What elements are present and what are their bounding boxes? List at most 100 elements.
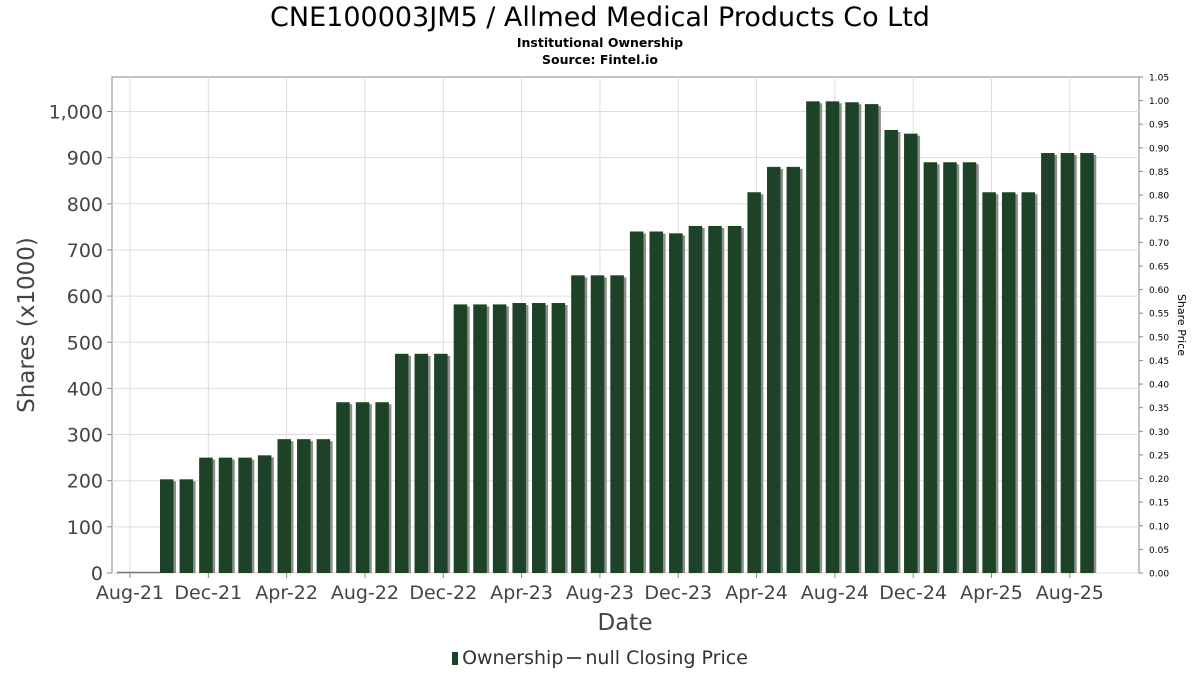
ownership-bar (532, 303, 546, 573)
ownership-bar (864, 104, 879, 573)
y2-tick-label: 0.65 (1149, 262, 1169, 272)
ownership-bar (766, 166, 781, 573)
ownership-bar (1001, 192, 1016, 573)
y-tick-label: 600 (67, 286, 103, 308)
ownership-bar (1060, 153, 1075, 573)
ownership-bar (1041, 153, 1055, 573)
x-tick-label: Aug-25 (1036, 582, 1104, 604)
y2-tick-label: 0.80 (1149, 192, 1169, 202)
ownership-bar (962, 162, 977, 573)
ownership-bar (590, 275, 605, 573)
y-tick-label: 800 (67, 194, 103, 216)
y-axis-label: Shares (x1000) (14, 237, 40, 413)
ownership-bar (571, 275, 585, 573)
ownership-bar (277, 439, 291, 573)
ownership-bar (923, 162, 938, 573)
ownership-bar (394, 353, 409, 573)
ownership-bar (492, 304, 507, 573)
y2-axis-ticks: 0.00 0.05 0.10 0.15 0.20 0.25 0.30 0.35 0.40 0.45… (1139, 74, 1169, 580)
ownership-bar (688, 225, 703, 573)
ownership-bar (1021, 192, 1036, 573)
y2-axis-label: Share Price (1175, 294, 1188, 356)
chart-title: CNE100003JM5 / Allmed Medical Products C… (270, 2, 930, 33)
y2-tick-label: 0.10 (1149, 522, 1169, 532)
y2-tick-label: 0.70 (1149, 239, 1169, 249)
ownership-bar (160, 479, 174, 573)
y-tick-label: 900 (67, 148, 103, 170)
ownership-bar (551, 303, 566, 573)
ownership-bar (982, 192, 996, 573)
y2-tick-label: 1.00 (1149, 97, 1169, 107)
ownership-bar (375, 402, 389, 573)
ownership-bar (473, 304, 487, 573)
ownership-bar (806, 101, 820, 574)
y2-tick-label: 0.05 (1149, 546, 1169, 556)
ownership-bar (218, 457, 233, 573)
y2-tick-label: 0.55 (1149, 310, 1169, 320)
x-tick-label: Dec-24 (879, 582, 947, 604)
ownership-bar (434, 353, 448, 573)
bars (117, 101, 1097, 574)
x-tick-label: Dec-23 (644, 582, 712, 604)
y-tick-label: 0 (91, 563, 103, 585)
legend-ownership: Ownership (462, 647, 564, 669)
y2-tick-label: 0.25 (1149, 451, 1169, 461)
ownership-bar (845, 102, 859, 574)
ownership-bar (943, 162, 957, 573)
ownership-bar (825, 101, 840, 574)
x-tick-label: Aug-24 (801, 582, 869, 604)
y2-tick-label: 0.45 (1149, 357, 1169, 367)
ownership-bar (257, 455, 272, 573)
ownership-bar (708, 225, 722, 573)
ownership-bar (179, 479, 194, 573)
legend-price: null Closing Price (585, 647, 748, 669)
y-tick-label: 700 (67, 240, 103, 262)
ownership-bar (316, 439, 331, 573)
y-tick-label: 400 (67, 378, 103, 400)
ownership-bar (1080, 153, 1094, 573)
y2-tick-label: 0.30 (1149, 428, 1169, 438)
ownership-bar (453, 304, 468, 573)
ownership-bar (238, 457, 252, 573)
y2-tick-label: 0.20 (1149, 475, 1169, 485)
ownership-bar (199, 457, 213, 573)
y-tick-label: 200 (67, 471, 103, 493)
price-line-icon (567, 657, 582, 659)
x-tick-label: Dec-21 (174, 582, 242, 604)
y2-tick-label: 0.50 (1149, 333, 1169, 343)
ownership-bar (904, 133, 918, 574)
y2-tick-label: 0.85 (1149, 168, 1169, 178)
ownership-swatch-icon (452, 652, 459, 665)
x-tick-label: Apr-23 (490, 582, 553, 604)
x-tick-label: Apr-25 (960, 582, 1023, 604)
y-tick-label: 300 (67, 425, 103, 447)
y2-tick-label: 0.75 (1149, 215, 1169, 225)
x-axis-ticks: Aug-21 Dec-21 Apr-22 Aug-22 Dec-22 Apr-23 Aug-… (96, 573, 1104, 604)
y-tick-label: 100 (67, 517, 103, 539)
y2-tick-label: 0.15 (1149, 499, 1169, 509)
x-tick-label: Aug-21 (96, 582, 164, 604)
chart-source: Source: Fintel.io (542, 52, 658, 67)
y2-tick-label: 1.05 (1149, 74, 1169, 84)
ownership-bar (884, 129, 898, 573)
y2-tick-label: 0.60 (1149, 286, 1169, 296)
x-tick-label: Aug-23 (566, 582, 634, 604)
y2-tick-label: 0.35 (1149, 404, 1169, 414)
y2-tick-label: 0.40 (1149, 381, 1169, 391)
x-tick-label: Apr-24 (725, 582, 788, 604)
y-tick-label: 500 (67, 332, 103, 354)
x-axis-label: Date (598, 610, 653, 636)
ownership-bar (610, 275, 624, 573)
ownership-bar (629, 231, 644, 574)
x-tick-label: Apr-22 (255, 582, 318, 604)
ownership-bar (669, 233, 683, 573)
ownership-bar (414, 353, 429, 573)
y2-tick-label: 0.95 (1149, 121, 1169, 131)
ownership-bar (649, 231, 663, 574)
y-axis-ticks: 0 100 200 300 400 500 600 700 800 900 1,000 (49, 102, 112, 585)
x-tick-label: Dec-22 (409, 582, 477, 604)
ownership-bar (297, 439, 311, 573)
y2-tick-label: 0.00 (1149, 570, 1169, 580)
ownership-bar (336, 402, 350, 573)
